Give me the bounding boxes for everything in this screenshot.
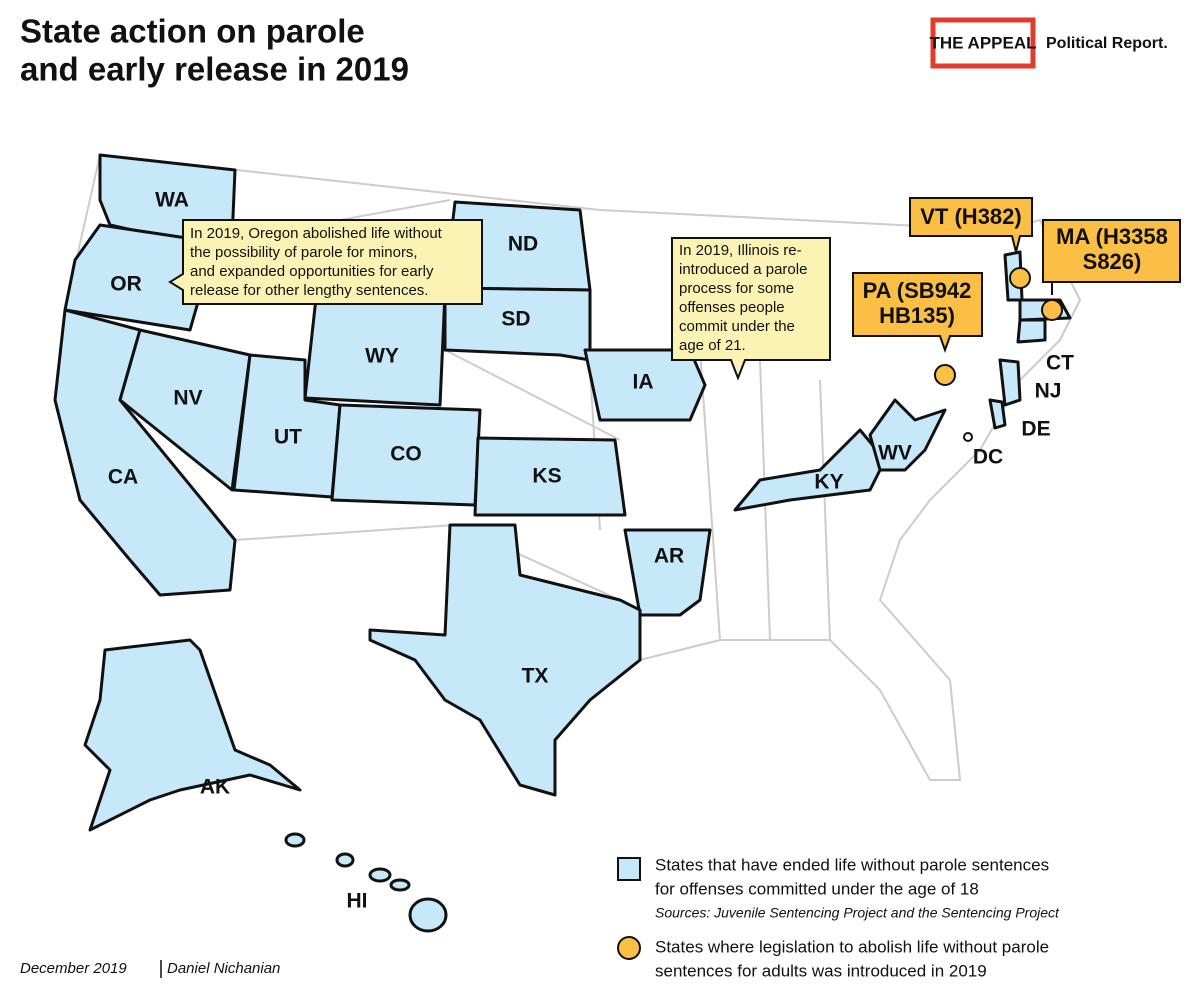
- state-label: KS: [532, 465, 561, 488]
- legend-swatch: [617, 936, 641, 960]
- logo-text: THE APPEAL: [929, 33, 1036, 52]
- state-shape: [1016, 318, 1047, 344]
- state-label: DC: [973, 446, 1003, 469]
- state-label: CO: [390, 443, 422, 466]
- note-line: process for some: [679, 280, 794, 297]
- footer-author: Daniel Nichanian: [167, 960, 280, 977]
- state-label: TX: [522, 665, 549, 688]
- legend-source: Sources: Juvenile Sentencing Project and…: [655, 905, 1060, 921]
- note-line: In 2019, Illinois re-: [679, 242, 802, 259]
- states: [53, 153, 1072, 933]
- legend-text: for offenses committed under the age of …: [655, 879, 979, 898]
- bill-label: HB135): [879, 303, 955, 328]
- state-label: AK: [200, 776, 230, 799]
- note-line: offenses people: [679, 299, 785, 316]
- logo: THE APPEAL Political Report.: [929, 17, 1168, 69]
- state-label: KY: [814, 471, 843, 494]
- state-shape: [443, 286, 592, 362]
- state-shape: [623, 528, 712, 617]
- note-line: age of 21.: [679, 337, 746, 354]
- legend-text: States where legislation to abolish life…: [655, 937, 1049, 956]
- state-label: IA: [633, 371, 654, 394]
- note-line: and expanded opportunities for early: [190, 263, 434, 280]
- bill-label: S826): [1083, 249, 1142, 274]
- bill-label: VT (H382): [920, 204, 1021, 229]
- bill-label: MA (H3358: [1056, 224, 1168, 249]
- note-line: the possibility of parole for minors,: [190, 244, 418, 261]
- footer-date: December 2019: [20, 960, 127, 977]
- dc-marker: [963, 432, 973, 442]
- state-shape: [473, 436, 627, 517]
- bill-callouts: VT (H382) MA (H3358 S826) PA (SB942 HB13…: [852, 197, 1181, 386]
- state-label: DE: [1021, 418, 1050, 441]
- state-label: ND: [508, 233, 538, 256]
- state-shape: [284, 832, 306, 848]
- state-label: CA: [108, 466, 138, 489]
- state-label: NJ: [1035, 380, 1062, 403]
- state-label: WA: [155, 189, 189, 212]
- note-line: In 2019, Oregon abolished life without: [190, 225, 443, 242]
- bill-dot: [934, 364, 956, 386]
- state-shape: [368, 523, 642, 797]
- state-labels: WA OR CA NV UT WY CO ND SD KS IA AR TX K…: [108, 189, 1074, 913]
- state-shape: [988, 398, 1007, 430]
- legend-swatch: [617, 857, 641, 881]
- state-label: CT: [1046, 352, 1074, 375]
- state-shape: [733, 428, 887, 512]
- bill-dot: [1009, 267, 1031, 289]
- note-line: release for other lengthy sentences.: [190, 282, 428, 299]
- state-label: AR: [654, 545, 684, 568]
- state-shape: [118, 328, 252, 492]
- footer: December 2019 Daniel Nichanian: [20, 960, 280, 978]
- illinois-note: In 2019, Illinois re- introduced a parol…: [671, 237, 831, 381]
- state-label: SD: [501, 308, 530, 331]
- title: and early release in 2019: [20, 51, 409, 88]
- state-shape: [368, 867, 392, 883]
- bill-label: PA (SB942: [863, 278, 972, 303]
- state-label: HI: [347, 890, 368, 913]
- state-shape: [335, 852, 355, 868]
- state-shape: [408, 897, 448, 933]
- bill-dot: [1041, 299, 1063, 321]
- state-label: WY: [365, 345, 399, 368]
- state-shape: [83, 638, 302, 832]
- oregon-note: In 2019, Oregon abolished life without t…: [168, 219, 483, 305]
- state-shape: [998, 358, 1022, 407]
- title: State action on parole: [20, 13, 365, 50]
- legend-text: sentences for adults was introduced in 2…: [655, 961, 987, 980]
- legend-text: States that have ended life without paro…: [655, 855, 1049, 874]
- state-shape: [868, 398, 947, 472]
- state-label: OR: [110, 273, 142, 296]
- state-label: UT: [274, 426, 302, 449]
- state-label: NV: [173, 387, 202, 410]
- state-label: WV: [878, 442, 912, 465]
- note-line: commit under the: [679, 318, 795, 335]
- legend: States that have ended life without paro…: [617, 855, 1060, 980]
- state-shape: [389, 878, 411, 892]
- logo-sub: Political Report.: [1046, 35, 1168, 52]
- note-line: introduced a parole: [679, 261, 807, 278]
